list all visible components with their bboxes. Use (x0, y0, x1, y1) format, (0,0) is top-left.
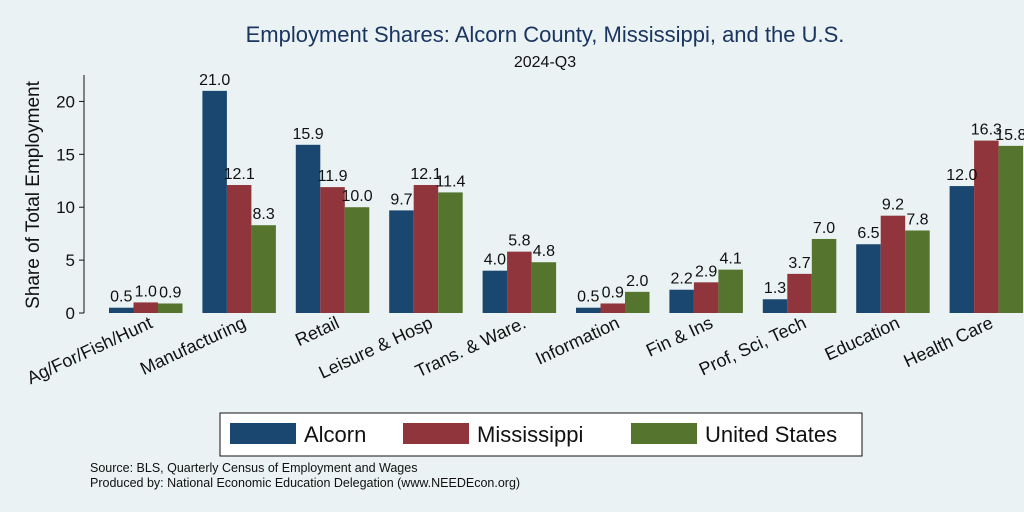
data-label: 1.3 (764, 280, 786, 297)
data-label: 0.5 (577, 289, 599, 306)
y-tick-label: 15 (56, 145, 75, 164)
bar (413, 185, 439, 313)
bar (295, 144, 321, 313)
legend-label: Alcorn (304, 422, 366, 447)
data-label: 15.8 (995, 127, 1024, 144)
data-label: 4.8 (533, 243, 555, 260)
data-label: 2.2 (671, 271, 693, 288)
data-label: 11.9 (318, 168, 348, 185)
data-label: 7.8 (906, 211, 928, 228)
data-label: 9.2 (882, 197, 904, 214)
data-label: 12.0 (946, 167, 977, 184)
bar (344, 207, 370, 313)
bar (998, 145, 1024, 313)
data-label: 0.9 (159, 284, 181, 301)
bar (389, 210, 414, 313)
bar (251, 225, 276, 313)
y-tick-label: 0 (66, 304, 75, 323)
source-line: Produced by: National Economic Education… (90, 476, 520, 490)
bar (974, 140, 999, 313)
data-label: 16.3 (971, 122, 1002, 139)
bar (507, 251, 532, 313)
bar (669, 289, 694, 313)
bar (693, 282, 719, 313)
data-label: 10.0 (341, 188, 372, 205)
legend-swatch (403, 423, 469, 444)
data-label: 2.9 (695, 263, 717, 280)
y-tick-label: 5 (66, 251, 75, 270)
bar (576, 307, 601, 313)
data-label: 11.4 (435, 173, 465, 190)
data-label: 4.0 (484, 252, 506, 269)
data-label: 8.3 (253, 206, 275, 223)
data-label: 4.1 (720, 251, 742, 268)
bar (600, 303, 625, 313)
bar (202, 90, 227, 313)
axes: 0 5 10 15 20 (56, 75, 85, 323)
data-label: 6.5 (857, 225, 879, 242)
bar (762, 299, 788, 313)
legend-label: United States (705, 422, 837, 447)
bar (880, 215, 906, 313)
bar (531, 262, 557, 313)
source-line: Source: BLS, Quarterly Census of Employm… (90, 461, 417, 475)
data-label: 1.0 (135, 283, 157, 300)
legend-swatch (631, 423, 697, 444)
bar (949, 186, 975, 313)
data-labels: 0.5 1.0 0.921.012.18.315.911.910.0 9.712.11… (110, 72, 1024, 306)
bar (226, 185, 252, 313)
data-label: 0.5 (110, 289, 132, 306)
source-notes: Source: BLS, Quarterly Census of Employm… (90, 461, 520, 490)
bar (625, 291, 650, 313)
bar (718, 269, 743, 313)
legend-box (219, 412, 863, 457)
bar (158, 303, 183, 313)
legend-swatch (230, 423, 296, 444)
chart-subtitle: 2024-Q3 (514, 54, 576, 71)
legend-label: Mississippi (477, 422, 583, 447)
bar (856, 244, 881, 313)
bar (787, 273, 812, 313)
bar (438, 192, 463, 313)
data-label: 9.7 (390, 191, 412, 208)
data-label: 5.8 (508, 233, 530, 250)
data-label: 12.1 (410, 166, 441, 183)
bars (109, 90, 1024, 313)
y-tick-label: 20 (56, 92, 75, 111)
bar (133, 302, 158, 313)
bar (811, 238, 837, 313)
bar (320, 187, 345, 313)
data-label: 0.9 (602, 284, 624, 301)
legend: Alcorn Mississippi United States (219, 412, 863, 457)
data-label: 7.0 (813, 220, 835, 237)
bar (109, 307, 134, 313)
data-label: 12.1 (224, 166, 255, 183)
data-label: 15.9 (292, 126, 323, 143)
chart-title: Employment Shares: Alcorn County, Missis… (246, 22, 845, 47)
data-label: 2.0 (626, 273, 648, 290)
data-label: 3.7 (788, 255, 810, 272)
bar (482, 270, 508, 313)
y-axis-label: Share of Total Employment (23, 80, 44, 308)
bar (905, 230, 930, 313)
data-label: 21.0 (199, 72, 230, 89)
y-tick-label: 10 (56, 198, 75, 217)
